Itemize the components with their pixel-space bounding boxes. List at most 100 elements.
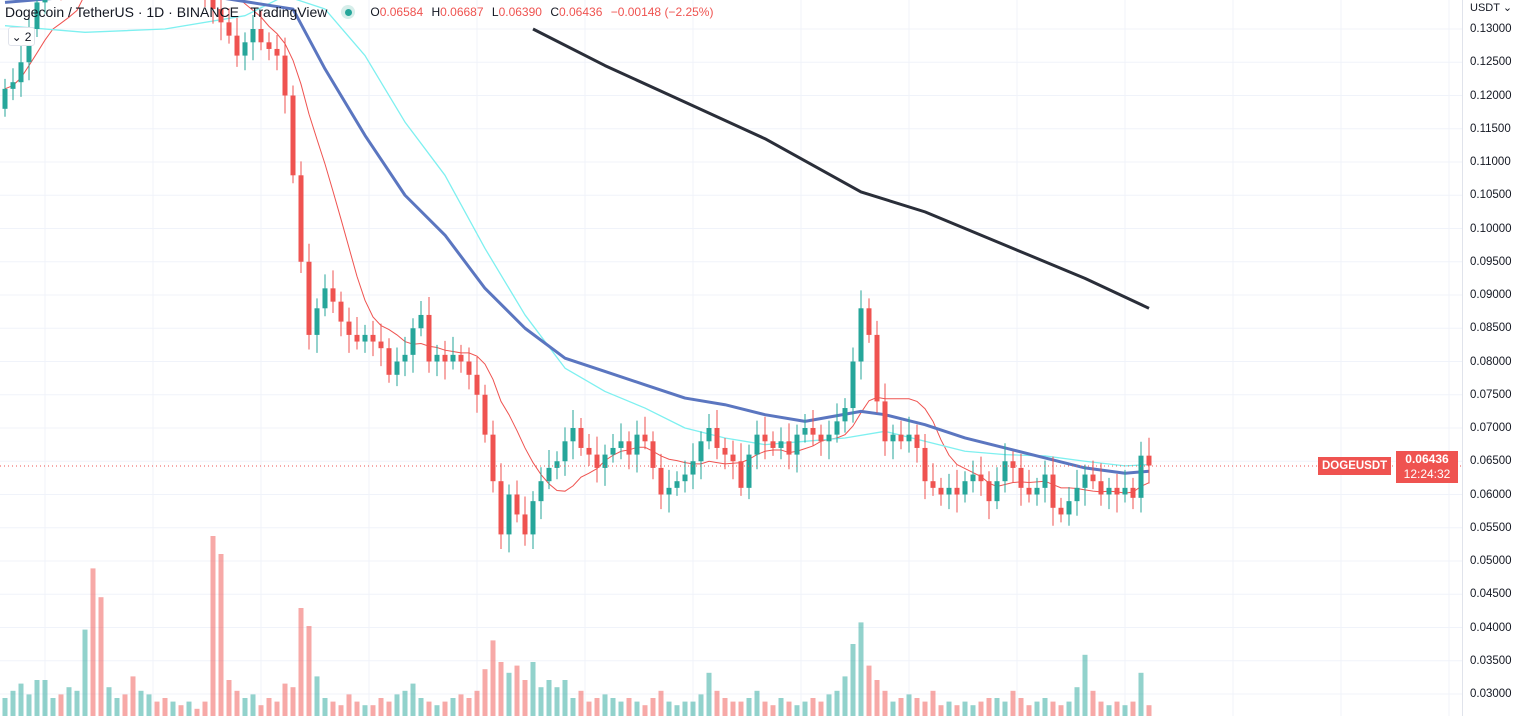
candle: [706, 414, 712, 450]
volume-bar: [194, 708, 200, 716]
volume-bar: [930, 690, 936, 716]
candle: [818, 424, 824, 456]
candle-body: [722, 447, 728, 455]
candle-body: [362, 334, 368, 342]
volume-bar: [2, 698, 8, 716]
volume-bar: [330, 701, 336, 716]
candle-body: [434, 354, 440, 362]
bar-countdown: 12:24:32: [1403, 467, 1451, 481]
volume-bar: [610, 698, 616, 716]
volume-bar: [274, 701, 280, 716]
candle-body: [898, 434, 904, 442]
candle-body: [498, 481, 504, 535]
candle-body: [242, 42, 248, 56]
volume-bar: [922, 701, 928, 716]
volume-bar: [954, 705, 960, 716]
candle-body: [466, 361, 472, 375]
volume-bar: [210, 536, 216, 716]
candle-body: [906, 434, 912, 442]
volume-bar: [26, 694, 32, 716]
candle-body: [858, 308, 864, 362]
price-tick: 0.07500: [1470, 388, 1512, 401]
candle-body: [354, 334, 360, 342]
volume-bar: [426, 701, 432, 716]
candle: [458, 344, 464, 373]
candle: [858, 290, 864, 380]
candle: [226, 8, 232, 44]
candle-body: [714, 428, 720, 448]
symbol-title[interactable]: Dogecoin / TetherUS · 1D · BINANCE Tradi…: [5, 4, 328, 20]
candle-body: [2, 88, 8, 109]
volume-bar: [1098, 701, 1104, 716]
volume-bar: [250, 694, 256, 716]
candle: [418, 300, 424, 337]
candle-body: [666, 487, 672, 495]
volume-bar: [234, 690, 240, 716]
candle: [730, 440, 736, 480]
candle: [882, 383, 888, 456]
candle: [234, 17, 240, 67]
price-tick: 0.04500: [1470, 588, 1512, 601]
volume-bar: [882, 690, 888, 716]
candle-body: [514, 494, 520, 515]
currency-selector[interactable]: USDT ⌄: [1470, 2, 1513, 14]
volume-bar: [442, 701, 448, 716]
candle: [634, 420, 640, 473]
candle: [906, 416, 912, 453]
candle: [1138, 441, 1144, 513]
volume-bar: [602, 694, 608, 716]
volume-bar: [914, 698, 920, 716]
volume-bar: [834, 690, 840, 716]
candle: [18, 44, 24, 97]
candle: [498, 463, 504, 550]
candle-body: [1066, 501, 1072, 515]
candle: [482, 384, 488, 443]
candle: [586, 433, 592, 466]
market-status-icon: [341, 5, 356, 19]
volume-bar: [562, 680, 568, 716]
candle: [810, 410, 816, 446]
candle: [682, 460, 688, 493]
price-chart[interactable]: [0, 0, 1462, 716]
volume-bar: [1042, 698, 1048, 716]
candle-body: [962, 481, 968, 495]
candle-body: [914, 434, 920, 448]
volume-bar: [986, 698, 992, 716]
ohlc-readout: O0.06584 H0.06687 L0.06390 C0.06436 −0.0…: [370, 5, 714, 19]
candle: [204, 0, 206, 8]
candle: [986, 471, 992, 520]
candle-body: [538, 481, 544, 502]
candle-body: [522, 514, 528, 535]
volume-bar: [962, 701, 968, 716]
candle: [754, 420, 760, 470]
ma-cyan-line: [4, 0, 1150, 467]
candle: [1058, 497, 1064, 523]
candle: [1106, 477, 1112, 510]
candle: [938, 477, 944, 506]
candle: [674, 471, 680, 496]
volume-bar: [810, 698, 816, 716]
volume-bar: [10, 690, 16, 716]
volume-bar: [42, 680, 48, 716]
candle: [426, 296, 432, 373]
volume-bar: [402, 690, 408, 716]
candle-body: [874, 334, 880, 402]
volume-bar: [666, 701, 672, 716]
candle-body: [1146, 455, 1152, 466]
candle-body: [994, 481, 1000, 502]
price-axis[interactable]: USDT ⌄ 0.13000 0.12500 0.12000 0.11500 0.110…: [1462, 0, 1524, 716]
volume-bar: [218, 554, 224, 716]
candle: [1018, 453, 1024, 506]
candle: [354, 316, 360, 350]
candle: [1090, 460, 1096, 490]
candle: [514, 480, 520, 523]
candle-body: [258, 29, 264, 43]
volume-bar: [530, 662, 536, 716]
candle-body: [826, 434, 832, 442]
candle: [1010, 451, 1016, 483]
indicators-toggle-button[interactable]: ⌄ 2: [8, 27, 35, 46]
volume-bar: [706, 672, 712, 716]
volume-bar: [178, 705, 184, 716]
candle-body: [346, 321, 352, 335]
candle: [1050, 456, 1056, 526]
